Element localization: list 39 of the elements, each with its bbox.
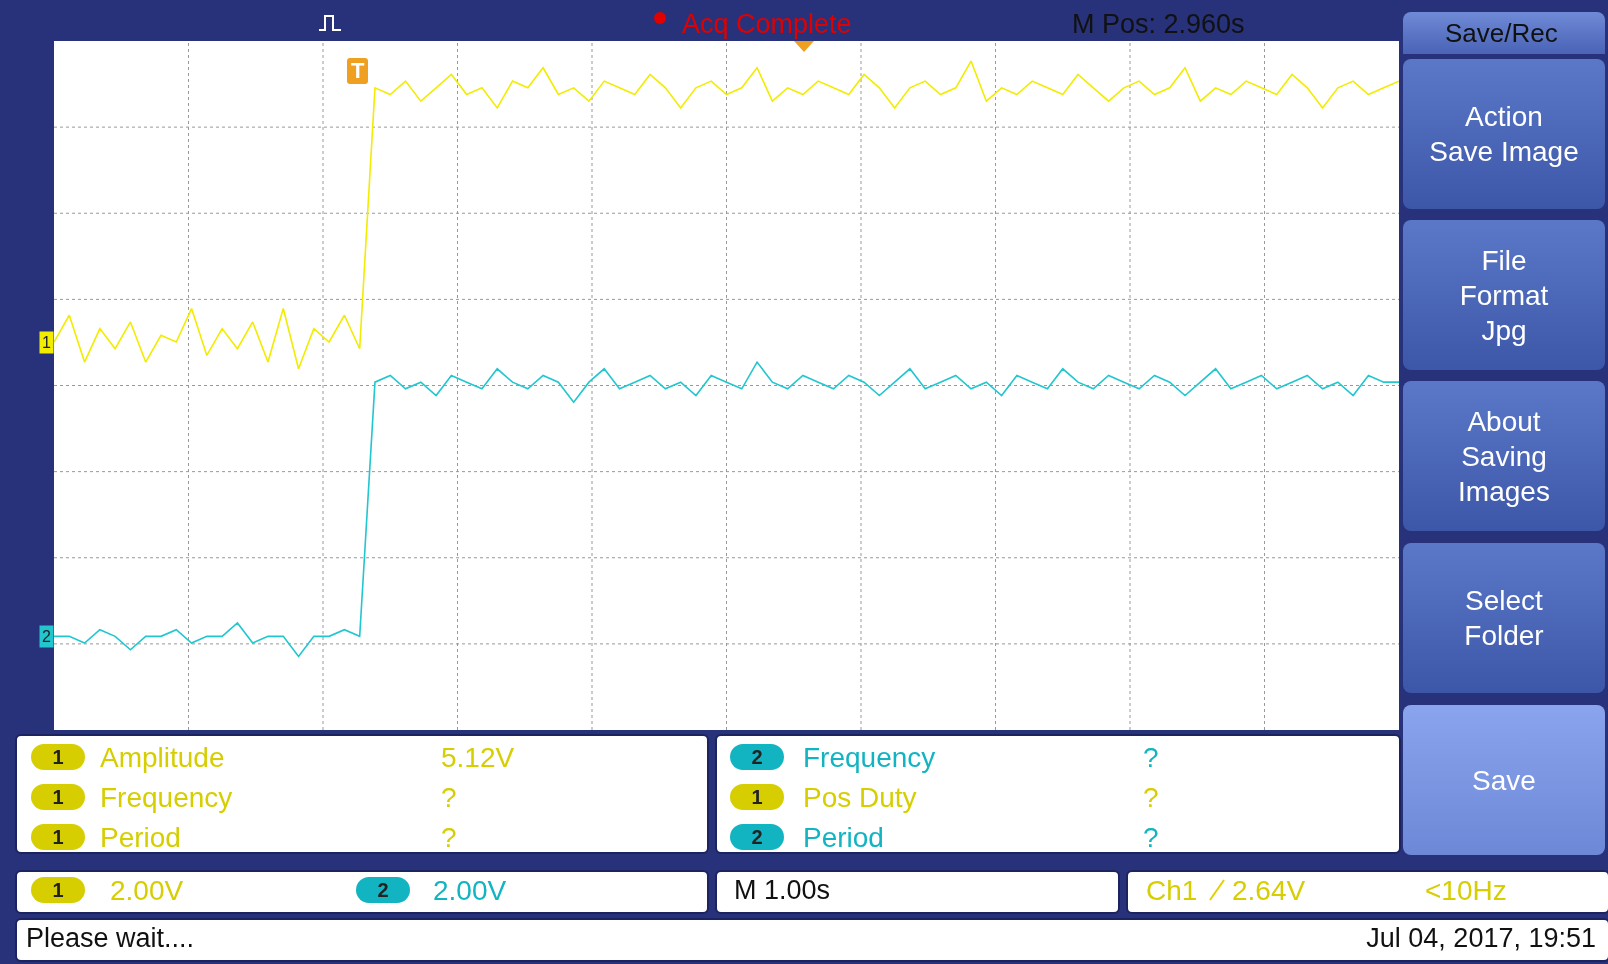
menu-button: File Format Jpg — [1403, 220, 1605, 370]
text: Please wait.... — [26, 922, 195, 955]
text: Pos Duty — [803, 781, 917, 815]
text: 2 — [356, 877, 410, 903]
text: ? — [1143, 741, 1159, 775]
series-label: 1 — [42, 334, 51, 351]
annotation: T — [347, 58, 369, 85]
text: ? — [1143, 781, 1159, 815]
text: ? — [441, 821, 457, 855]
text: Jul 04, 2017, 19:51 — [1366, 922, 1596, 955]
text: 2 — [730, 824, 784, 850]
text: 1 — [31, 824, 85, 850]
text: 2.00V — [110, 874, 184, 908]
text: 5.12V — [441, 741, 515, 775]
text: Save/Rec — [1445, 18, 1558, 50]
text: Frequency — [100, 781, 233, 815]
text: ? — [441, 781, 457, 815]
text: Frequency — [803, 741, 936, 775]
text: Period — [100, 821, 181, 855]
text: Acq Complete — [682, 8, 852, 41]
menu-button: Select Folder — [1403, 543, 1605, 693]
text: M Pos: 2.960s — [1072, 8, 1245, 41]
menu-button: Save — [1403, 705, 1605, 855]
text: Ch1 — [1146, 874, 1198, 908]
text: 1 — [31, 784, 85, 810]
text: 2.64V — [1232, 874, 1306, 908]
text: ? — [1143, 821, 1159, 855]
text: 2.00V — [433, 874, 507, 908]
text: Period — [803, 821, 884, 855]
text: M 1.00s — [734, 874, 831, 907]
menu-button: About Saving Images — [1403, 381, 1605, 531]
text: 1 — [730, 784, 784, 810]
text: <10Hz — [1425, 874, 1507, 908]
text: Amplitude — [100, 741, 225, 775]
text: 2 — [730, 744, 784, 770]
series-label: 2 — [42, 628, 51, 645]
menu-button: Action Save Image — [1403, 59, 1605, 209]
text: 1 — [31, 877, 85, 903]
text: 1 — [31, 744, 85, 770]
